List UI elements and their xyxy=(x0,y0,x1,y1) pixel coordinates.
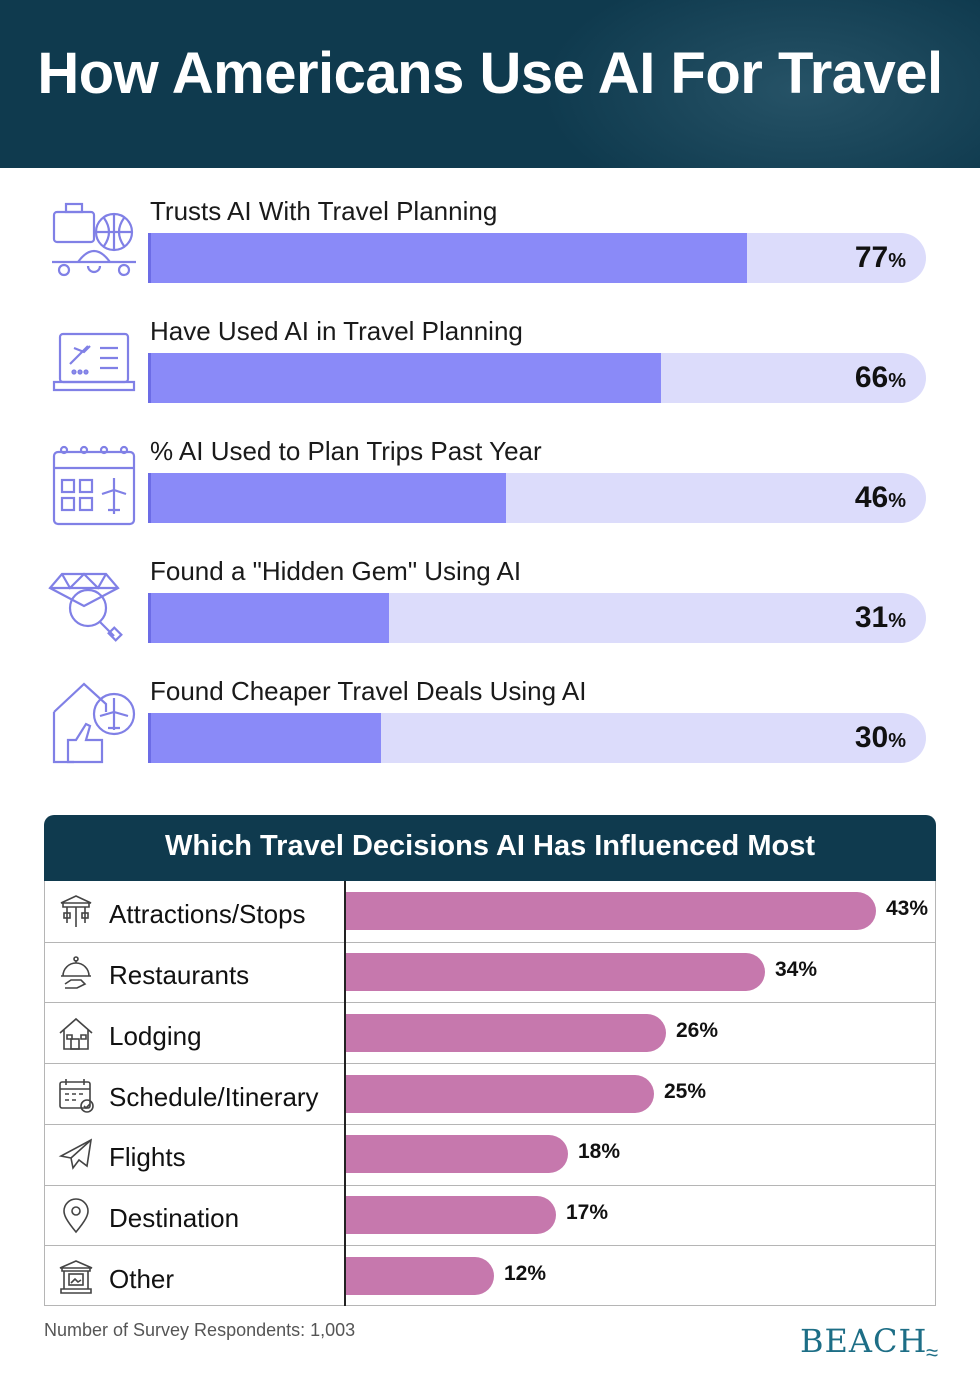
stat-value: 77% xyxy=(854,241,906,274)
row-divider xyxy=(45,1002,935,1003)
row-value: 17% xyxy=(566,1201,609,1224)
museum-icon xyxy=(57,1258,95,1296)
row-bar xyxy=(346,892,876,930)
row-label: Lodging xyxy=(109,1021,202,1051)
calendar-plane-icon xyxy=(48,438,140,530)
row-bar xyxy=(346,1257,494,1295)
table-row: Flights 18% xyxy=(45,1124,935,1184)
row-bar xyxy=(346,1135,568,1173)
decisions-table xyxy=(44,881,936,1306)
row-label: Attractions/Stops xyxy=(109,899,306,929)
row-divider xyxy=(45,1063,935,1064)
table-divider-vertical xyxy=(344,881,346,1306)
header-banner: How Americans Use AI For Travel xyxy=(0,0,980,168)
row-value: 18% xyxy=(578,1140,621,1163)
row-bar xyxy=(346,953,765,991)
row-value: 34% xyxy=(775,958,818,981)
stat-label: % AI Used to Plan Trips Past Year xyxy=(150,436,542,466)
calendar-check-icon xyxy=(57,1076,95,1114)
stat-bar-fill xyxy=(148,233,747,283)
table-row: Attractions/Stops 43% xyxy=(45,881,935,941)
thumbs-up-plane-tag-icon xyxy=(48,676,140,768)
stat-bar-fill xyxy=(148,473,506,523)
table-row: Destination 17% xyxy=(45,1185,935,1245)
stat-value: 46% xyxy=(854,481,906,514)
stat-label: Trusts AI With Travel Planning xyxy=(150,196,498,226)
row-bar xyxy=(346,1075,654,1113)
airplane-icon xyxy=(57,1136,95,1174)
table-row: Lodging 26% xyxy=(45,1003,935,1063)
stat-value: 66% xyxy=(854,361,906,394)
stat-label: Found a "Hidden Gem" Using AI xyxy=(150,556,522,586)
row-bar xyxy=(346,1196,556,1234)
stat-bar-track: 77% xyxy=(148,233,926,283)
stat-bar-fill xyxy=(148,593,389,643)
row-divider xyxy=(45,942,935,943)
row-value: 12% xyxy=(504,1262,547,1285)
panel-title: Which Travel Decisions AI Has Influenced… xyxy=(165,830,815,862)
gem-magnifier-icon xyxy=(48,556,140,648)
wave-icon: ≈ xyxy=(926,1340,939,1365)
row-value: 26% xyxy=(676,1019,719,1042)
footnote: Number of Survey Respondents: 1,003 xyxy=(44,1320,356,1340)
table-row: Restaurants 34% xyxy=(45,942,935,1002)
row-value: 43% xyxy=(886,897,929,920)
brand-logo: BEACH xyxy=(800,1322,928,1360)
stat-value: 31% xyxy=(854,601,906,634)
map-pin-icon xyxy=(57,1197,95,1235)
stat-label: Have Used AI in Travel Planning xyxy=(150,316,523,346)
row-label: Destination xyxy=(109,1203,240,1233)
row-label: Restaurants xyxy=(109,960,250,990)
stat-bar-track: 46% xyxy=(148,473,926,523)
stat-bar-track: 66% xyxy=(148,353,926,403)
page-title: How Americans Use AI For Travel xyxy=(37,41,943,106)
row-label: Schedule/Itinerary xyxy=(109,1082,319,1112)
luggage-globe-plane-icon xyxy=(48,192,140,284)
row-label: Other xyxy=(109,1264,175,1294)
table-row: Schedule/Itinerary 25% xyxy=(45,1064,935,1124)
stat-bar-fill xyxy=(148,353,661,403)
row-value: 25% xyxy=(664,1080,707,1103)
row-bar xyxy=(346,1014,666,1052)
row-divider xyxy=(45,1124,935,1125)
carousel-icon xyxy=(57,893,95,931)
table-row: Other 12% xyxy=(45,1246,935,1306)
row-divider xyxy=(45,1245,935,1246)
stat-bar-track: 30% xyxy=(148,713,926,763)
house-icon xyxy=(57,1015,95,1053)
row-label: Flights xyxy=(109,1142,186,1172)
cloche-icon xyxy=(57,954,95,992)
stat-bar-track: 31% xyxy=(148,593,926,643)
panel-header: Which Travel Decisions AI Has Influenced… xyxy=(44,815,936,881)
stat-value: 30% xyxy=(854,721,906,754)
laptop-booking-icon xyxy=(48,318,140,410)
row-divider xyxy=(45,1185,935,1186)
stat-label: Found Cheaper Travel Deals Using AI xyxy=(150,676,587,706)
stat-bar-fill xyxy=(148,713,381,763)
